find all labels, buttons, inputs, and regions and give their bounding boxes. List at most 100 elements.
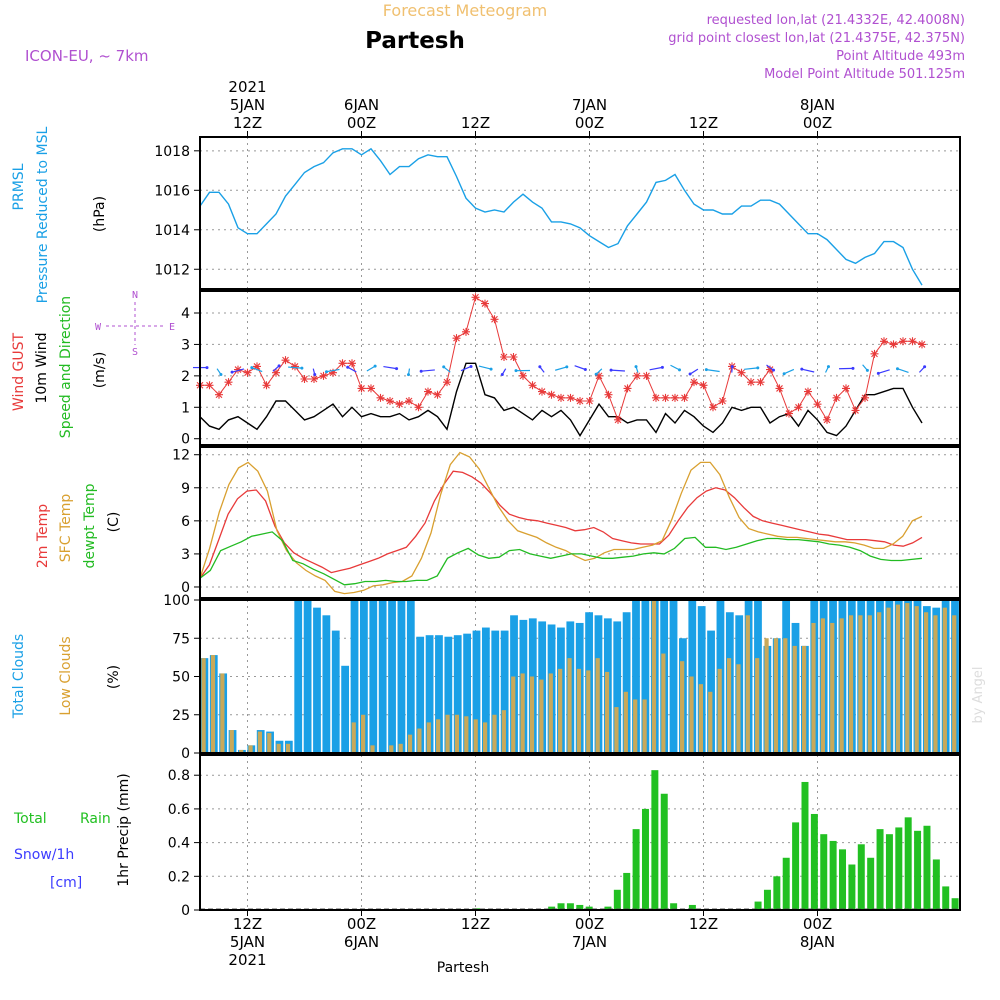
total-cloud-bar — [369, 600, 378, 753]
low-cloud-bar — [586, 670, 591, 753]
rain-bar — [904, 817, 912, 910]
wind-arrow-head — [469, 364, 473, 368]
total-cloud-bar — [463, 633, 471, 753]
total-cloud-bar — [453, 635, 462, 753]
clouds-tick-label: 25 — [172, 708, 190, 724]
gust-marker — [338, 359, 347, 368]
rain-bar — [932, 859, 940, 910]
low-cloud-bar — [801, 645, 807, 753]
clouds-tick-label: 100 — [163, 593, 190, 609]
bottom-time-label: 8JAN — [800, 933, 835, 951]
wind-direction-arrow — [288, 366, 302, 369]
low-cloud-bar — [642, 699, 647, 753]
gust-marker — [614, 415, 622, 424]
wind-direction-arrow — [801, 368, 815, 373]
gust-marker — [842, 384, 850, 393]
total-cloud-bar — [425, 635, 434, 753]
low-cloud-bar — [604, 671, 610, 753]
top-time-label: 00Z — [347, 114, 376, 132]
low-cloud-bar — [220, 673, 225, 753]
gust-marker — [395, 400, 404, 409]
low-cloud-bar — [820, 618, 825, 753]
gust-marker — [348, 359, 356, 368]
top-time-label: 6JAN — [344, 96, 379, 114]
low-cloud-bar — [680, 661, 685, 753]
low-cloud-bar — [285, 743, 291, 753]
rain-bar — [810, 813, 818, 910]
gust-marker — [509, 353, 518, 361]
wind-arrow-head — [895, 367, 899, 371]
rain-bar — [923, 825, 931, 910]
low-cloud-bar — [886, 607, 891, 753]
gust-marker — [452, 334, 461, 343]
gust-marker — [623, 384, 632, 393]
temp-tick-label: 12 — [172, 448, 190, 464]
total-cloud-bar — [331, 630, 340, 753]
wind-arrow-head — [800, 367, 804, 371]
rain-bar — [885, 834, 893, 910]
model-label: ICON-EU, ~ 7km — [25, 47, 149, 65]
wind-tick-label: 4 — [181, 306, 190, 322]
wind-direction-arrow — [670, 364, 680, 371]
requested-coords: requested lon,lat (21.4332E, 42.4008N) — [707, 13, 965, 28]
total-cloud-bar — [444, 636, 453, 753]
wind-arrow-head — [660, 365, 664, 369]
low-cloud-bar — [407, 734, 413, 753]
wind-arrow-head — [489, 367, 493, 371]
temp-tick-label: 3 — [181, 547, 190, 563]
wind-tick-label: 2 — [181, 369, 190, 385]
gust-marker — [918, 340, 926, 349]
wind-arrow-head — [500, 372, 504, 376]
gust-marker — [652, 393, 660, 402]
wind-arrow-head — [300, 366, 304, 370]
low-cloud-bar — [867, 615, 872, 753]
low-cloud-bar — [623, 691, 628, 753]
pressure-tick-label: 1014 — [154, 223, 190, 239]
wind-arrow-head — [538, 365, 542, 369]
gust-marker — [386, 397, 394, 405]
rain-bar — [857, 844, 865, 910]
location-title: Partesh — [365, 28, 465, 54]
panel-frame — [199, 754, 961, 911]
wind-direction-arrow — [251, 367, 263, 373]
gust-marker — [709, 403, 717, 412]
low-cloud-bar — [511, 676, 516, 753]
low-cloud-bar — [239, 749, 244, 753]
bottom-time-label: 12Z — [233, 915, 262, 933]
total-cloud-bar — [406, 600, 415, 753]
precip-tick-label: 0.2 — [168, 869, 190, 885]
low-cloud-bar — [576, 668, 582, 753]
low-cloud-bar — [436, 719, 441, 753]
gust-marker — [718, 397, 727, 405]
low-cloud-bar — [726, 658, 732, 753]
low-cloud-bar — [792, 645, 797, 753]
wind-arrow-head — [219, 372, 223, 376]
low-cloud-bar — [858, 615, 863, 753]
rain-bar — [585, 906, 593, 910]
wind-direction-arrow — [897, 368, 909, 373]
low-cloud-bar — [633, 699, 638, 753]
wind-10m-label: 10m Wind — [34, 332, 50, 403]
pressure-unit: (hPa) — [92, 196, 108, 232]
gust-marker — [804, 387, 812, 396]
top-time-label: 00Z — [803, 114, 832, 132]
top-time-label: 7JAN — [572, 96, 607, 114]
gust-marker — [595, 371, 603, 380]
wind-arrow-head — [851, 366, 855, 370]
rain-bar — [566, 903, 574, 910]
gust-marker — [500, 353, 508, 361]
total-cloud-bar — [472, 630, 481, 753]
low-cloud-bar — [595, 658, 600, 753]
low-cloud-bar — [520, 673, 525, 753]
gust-marker — [519, 371, 527, 380]
low-cloud-bar — [717, 668, 722, 753]
gust-marker — [433, 390, 442, 399]
rain-bar — [557, 903, 565, 910]
pressure-tick-label: 1018 — [154, 144, 190, 160]
gust-marker — [785, 409, 793, 418]
wind-speed-line — [199, 362, 923, 437]
gust-marker — [671, 393, 679, 402]
wind-direction-arrow — [326, 368, 340, 373]
gust-marker — [300, 375, 309, 383]
wind-direction-arrow — [231, 368, 245, 373]
